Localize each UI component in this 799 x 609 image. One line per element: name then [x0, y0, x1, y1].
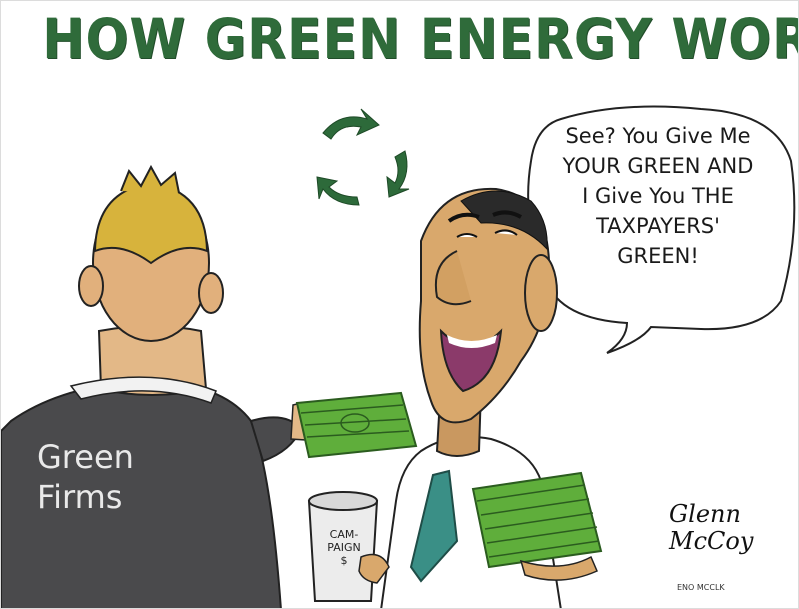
cartoon-title: HOW GREEN ENERGY WORKS: [42, 7, 798, 71]
recycle-arrows-icon: [316, 108, 410, 206]
jacket-label: Green Firms: [37, 437, 187, 517]
politician-figure: [380, 187, 562, 608]
money-stack-right: [471, 471, 603, 581]
can-label: CAM- PAIGN $: [314, 528, 374, 567]
speech-line: See? You Give Me: [565, 124, 751, 148]
can-label-line: CAM-: [329, 528, 359, 541]
can-label-line: PAIGN: [327, 541, 361, 554]
signature-line: Glenn: [669, 500, 741, 528]
speech-line: YOUR GREEN AND: [562, 154, 754, 178]
artist-signature: Glenn McCoy: [669, 500, 798, 555]
campaign-can: [307, 491, 390, 602]
speech-line: TAXPAYERS': [596, 214, 720, 238]
speech-line: I Give You THE: [582, 184, 734, 208]
jacket-label-line: Firms: [37, 478, 123, 516]
speech-bubble-text: See? You Give Me YOUR GREEN AND I Give Y…: [533, 121, 783, 271]
signature-small-text: ENO MCCLK: [677, 583, 725, 592]
businessman-figure: [1, 164, 303, 608]
jacket-label-line: Green: [37, 438, 134, 476]
money-stack-left: [290, 391, 418, 459]
speech-line: GREEN!: [617, 244, 699, 268]
can-label-line: $: [340, 554, 348, 567]
signature-line: McCoy: [669, 527, 754, 555]
